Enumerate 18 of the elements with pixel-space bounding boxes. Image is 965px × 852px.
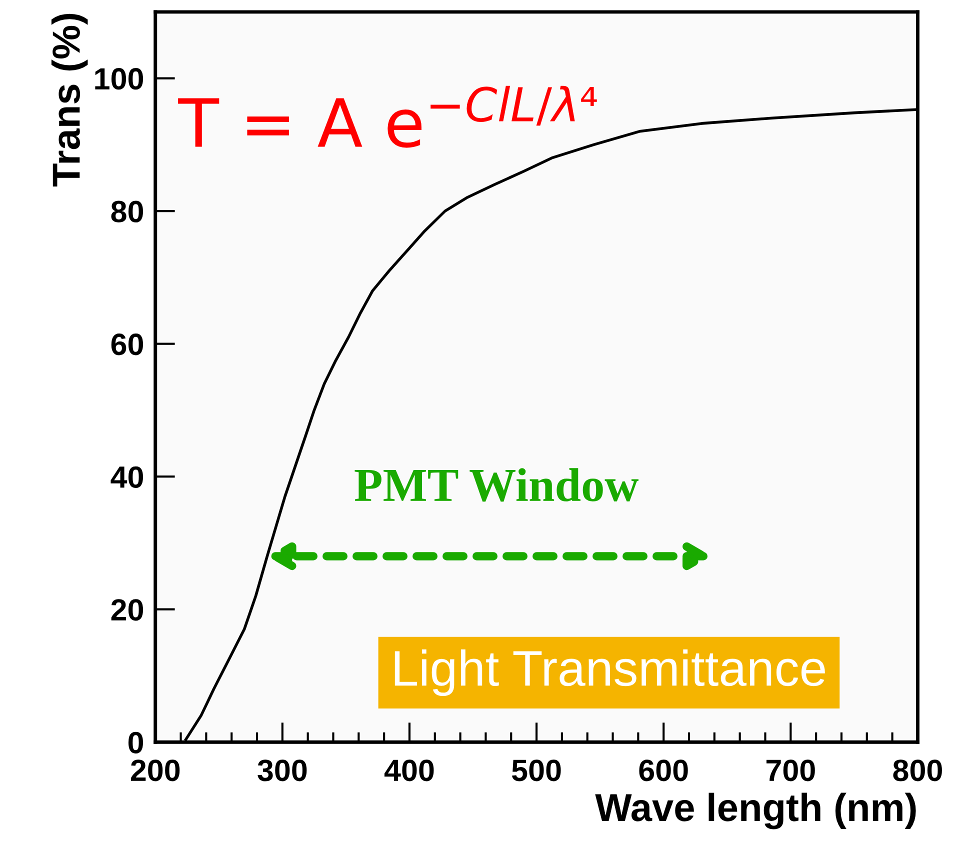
x-tick-label: 600 xyxy=(639,760,688,782)
y-tick-label: 100 xyxy=(95,68,144,90)
x-tick-label: 800 xyxy=(893,760,942,782)
annotation: T = A e$^{−ClL/λ⁴}$ xyxy=(178,86,597,148)
x-tick-label: 200 xyxy=(130,760,180,782)
annotation: Light Transmittance xyxy=(394,649,825,696)
annotation: PMT Window xyxy=(354,468,639,502)
y-tick-label: 60 xyxy=(111,334,144,356)
x-tick-label: 300 xyxy=(258,760,307,782)
y-tick-label: 0 xyxy=(128,732,144,754)
y-tick-label: 20 xyxy=(111,599,144,621)
x-axis-title: Wave length (nm) xyxy=(595,792,916,830)
y-axis-title: Trans (%) xyxy=(51,14,88,187)
x-tick-label: 400 xyxy=(384,760,434,782)
x-tick-label: 500 xyxy=(512,760,561,782)
y-tick-label: 80 xyxy=(111,200,144,222)
x-tick-label: 700 xyxy=(766,760,815,782)
y-tick-label: 40 xyxy=(110,466,144,488)
